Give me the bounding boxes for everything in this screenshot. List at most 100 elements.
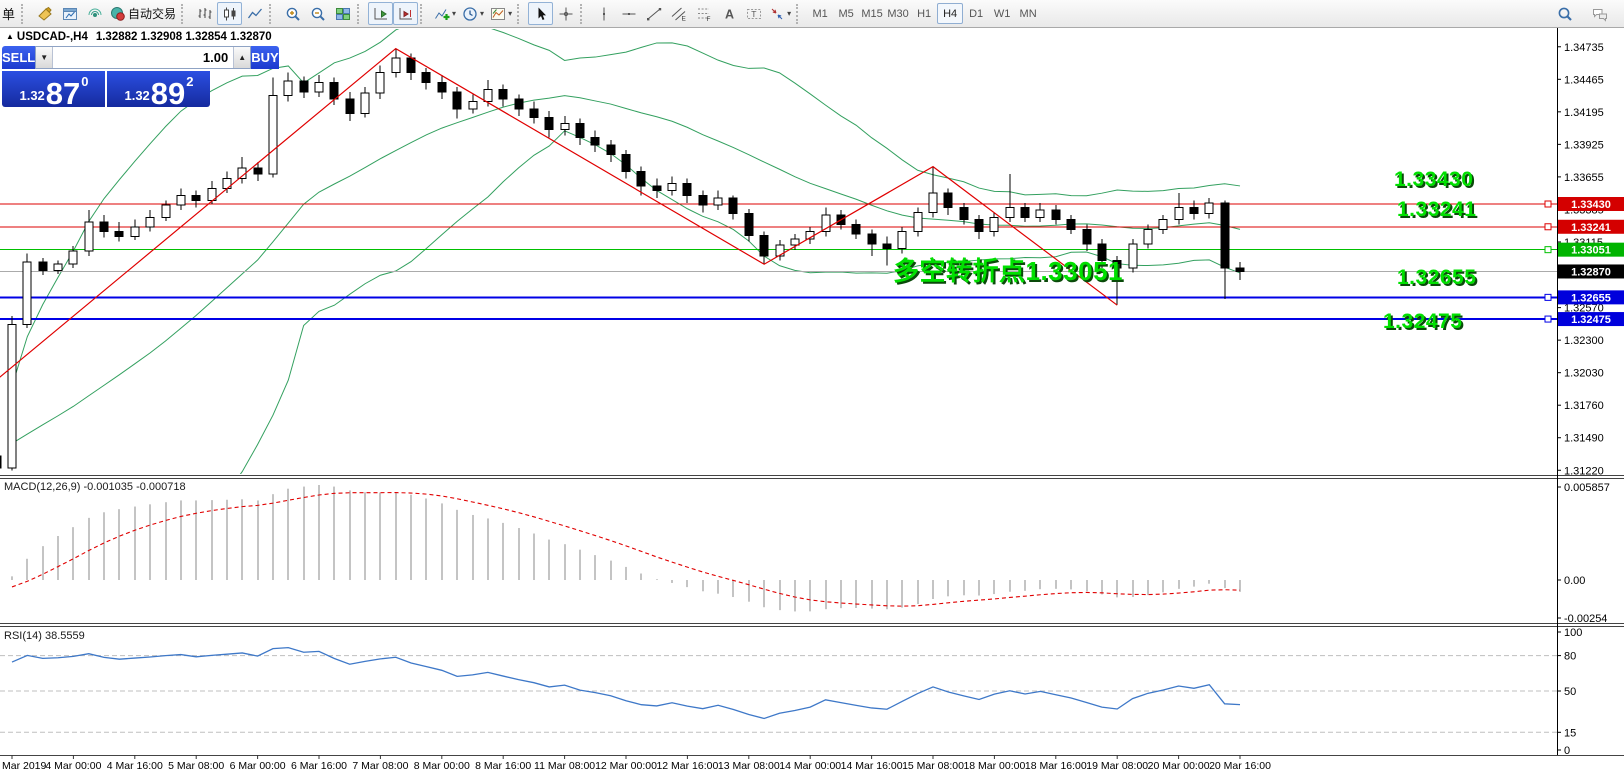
timeframe-m15-button[interactable]: M15 xyxy=(861,7,883,20)
candle-chart-button[interactable] xyxy=(217,2,243,25)
zoom-out-button[interactable] xyxy=(305,2,330,25)
chat-icon xyxy=(1592,8,1607,22)
svg-text:1.32475: 1.32475 xyxy=(1571,314,1611,326)
indicators-icon xyxy=(435,8,450,20)
timeframe-w1-button[interactable]: W1 xyxy=(993,7,1011,20)
timeframe-m30-button[interactable]: M30 xyxy=(887,7,909,20)
crosshair-icon xyxy=(559,7,573,20)
price-axis[interactable]: 1.347351.344651.341951.339251.336551.333… xyxy=(1557,28,1624,755)
svg-text:0.005857: 0.005857 xyxy=(1564,482,1610,494)
svg-text:0.00: 0.00 xyxy=(1564,575,1585,587)
text-label-icon: T xyxy=(746,8,761,19)
line-anchors xyxy=(1544,200,1552,323)
svg-text:1.32870: 1.32870 xyxy=(1571,266,1611,278)
toolbar-group-grip xyxy=(269,3,278,24)
candlesticks xyxy=(0,48,1245,471)
volume-control: ▼ ▲ xyxy=(35,46,252,69)
buy-price[interactable]: 1.32 89 2 xyxy=(107,71,210,109)
toolbar-group-grip xyxy=(517,3,526,24)
arrows-button[interactable]: ▾ xyxy=(766,2,794,25)
svg-text:1.34465: 1.34465 xyxy=(1564,74,1604,86)
svg-text:18 Mar 00:00: 18 Mar 00:00 xyxy=(963,760,1025,772)
collapse-arrow-icon[interactable]: ▲ xyxy=(6,32,14,41)
svg-text:8 Mar 00:00: 8 Mar 00:00 xyxy=(414,760,470,772)
chart-window-button[interactable] xyxy=(57,2,82,25)
zoom-in-button[interactable] xyxy=(280,2,305,25)
svg-text:1.32570: 1.32570 xyxy=(1564,303,1604,315)
svg-text:1.32030: 1.32030 xyxy=(1564,368,1604,380)
templates-button[interactable]: ▾ xyxy=(487,2,515,25)
sell-button[interactable]: SELL xyxy=(2,46,36,69)
svg-text:A: A xyxy=(725,7,734,21)
chat-button[interactable] xyxy=(1587,2,1612,25)
auto-scroll-button[interactable] xyxy=(368,2,394,25)
sell-price[interactable]: 1.32 87 0 xyxy=(2,71,105,109)
svg-text:80: 80 xyxy=(1564,651,1576,663)
svg-text:1.33051: 1.33051 xyxy=(1571,245,1611,257)
volume-decrease-button[interactable]: ▼ xyxy=(36,47,54,68)
cursor-icon xyxy=(538,7,546,20)
svg-text:1.34735: 1.34735 xyxy=(1564,42,1604,54)
svg-text:F: F xyxy=(706,16,710,22)
buy-button[interactable]: BUY xyxy=(251,46,279,69)
timeframe-mn-button[interactable]: MN xyxy=(1019,7,1037,20)
svg-text:1.34195: 1.34195 xyxy=(1564,107,1604,119)
menu-text-fragment: 单 xyxy=(2,7,16,22)
timeframe-h1-button[interactable]: H1 xyxy=(917,7,932,20)
timeframe-d1-button[interactable]: D1 xyxy=(969,7,984,20)
cursor-button[interactable] xyxy=(528,2,554,25)
svg-text:7 Mar 08:00: 7 Mar 08:00 xyxy=(352,760,408,772)
svg-text:E: E xyxy=(681,15,686,22)
svg-text:14 Mar 00:00: 14 Mar 00:00 xyxy=(779,760,841,772)
rsi-pane[interactable]: 100 80 50 15 0 xyxy=(0,627,1582,757)
chart-shift-button[interactable] xyxy=(393,2,419,25)
tile-windows-button[interactable] xyxy=(330,2,355,25)
hline-button[interactable] xyxy=(616,2,641,25)
pane-separators[interactable] xyxy=(0,475,1624,756)
fibonacci-button[interactable]: F xyxy=(691,2,716,25)
timeframe-m1-button[interactable]: M1 xyxy=(812,7,828,20)
bar-chart-icon xyxy=(198,7,212,19)
svg-text:1.31490: 1.31490 xyxy=(1564,433,1604,445)
auto-trading-button[interactable]: 自动交易 xyxy=(107,2,179,25)
search-button[interactable] xyxy=(1552,2,1577,25)
text-button[interactable]: A xyxy=(716,2,741,25)
zoom-out-icon xyxy=(311,7,325,21)
periods-icon xyxy=(463,6,477,21)
new-order-button[interactable] xyxy=(32,2,57,25)
arrows-icon xyxy=(771,8,783,19)
bar-chart-button[interactable] xyxy=(192,2,217,25)
toolbar-group-grip xyxy=(181,3,190,24)
svg-text:1.32655: 1.32655 xyxy=(1571,292,1611,304)
line-chart-icon xyxy=(247,8,262,18)
candle-chart-icon xyxy=(223,7,236,20)
time-axis[interactable]: Mar 2019 4 Mar 00:00 4 Mar 16:00 5 Mar 08:0… xyxy=(2,755,1271,772)
timeframe-h4-button[interactable]: H4 xyxy=(937,3,964,24)
volume-increase-button[interactable]: ▲ xyxy=(233,47,251,68)
svg-text:14 Mar 16:00: 14 Mar 16:00 xyxy=(841,760,903,772)
channel-button[interactable]: E xyxy=(666,2,691,25)
volume-input[interactable] xyxy=(53,47,234,68)
vline-button[interactable] xyxy=(591,2,616,25)
toolbar-group-grip xyxy=(580,3,589,24)
toolbar-group-grip xyxy=(796,3,805,24)
macd-pane[interactable]: 0.005857 0.00 -0.00254 xyxy=(11,482,1610,625)
line-chart-button[interactable] xyxy=(242,2,267,25)
svg-text:4 Mar 00:00: 4 Mar 00:00 xyxy=(45,760,101,772)
periods-button[interactable]: ▾ xyxy=(459,2,487,25)
indicators-button[interactable]: ▾ xyxy=(431,2,459,25)
svg-text:12 Mar 00:00: 12 Mar 00:00 xyxy=(595,760,657,772)
zigzag-line[interactable] xyxy=(0,47,1118,383)
toolbar-group-grip xyxy=(357,3,366,24)
trendline-button[interactable] xyxy=(641,2,666,25)
crosshair-button[interactable] xyxy=(553,2,578,25)
svg-text:0: 0 xyxy=(1564,745,1570,757)
tile-windows-icon xyxy=(335,7,350,20)
svg-text:13 Mar 08:00: 13 Mar 08:00 xyxy=(718,760,780,772)
timeframe-m5-button[interactable]: M5 xyxy=(838,7,854,20)
trendline-icon xyxy=(646,7,661,20)
signal-button[interactable] xyxy=(82,2,107,25)
svg-text:19 Mar 08:00: 19 Mar 08:00 xyxy=(1086,760,1148,772)
text-label-button[interactable]: T xyxy=(741,2,766,25)
